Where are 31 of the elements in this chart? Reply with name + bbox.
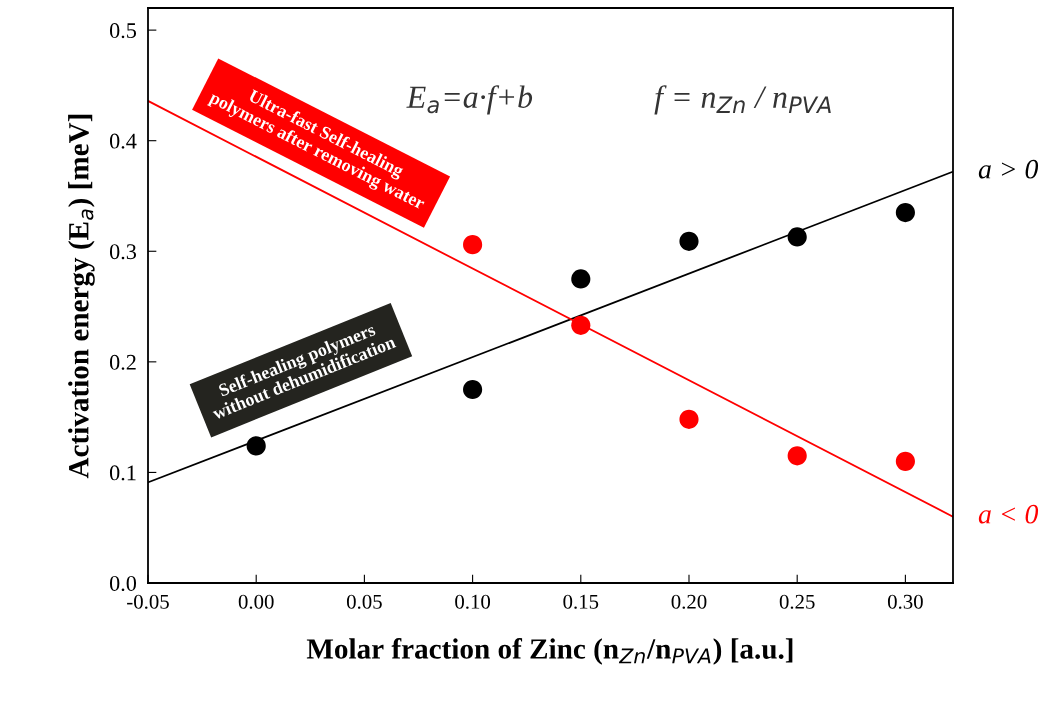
point (463, 379, 483, 400)
x-tick-label: 0.25 (779, 594, 815, 609)
point (679, 231, 699, 251)
annotation: f = n$_{Zn}$ / n$_{PVA}$ (654, 85, 831, 115)
point (787, 446, 807, 466)
y-tick-label: 0.1 (109, 465, 136, 481)
x-tick-label: 0.00 (238, 594, 274, 609)
x-tick-label: -0.05 (127, 594, 169, 609)
point (679, 409, 699, 429)
x-tick-label: 0.15 (563, 594, 599, 609)
series-label: a > 0 (978, 159, 1039, 179)
point (895, 451, 915, 471)
x-axis-title: Molar fraction of Zinc (n$_{Zn}$/n$_{PVA}$) [a.u.] (306, 638, 793, 665)
point (571, 269, 591, 289)
y-tick-label: 0.4 (109, 133, 137, 149)
point (571, 315, 591, 335)
series-label: a < 0 (978, 504, 1039, 524)
point (895, 202, 915, 223)
x-tick-label: 0.05 (346, 594, 382, 609)
y-tick-label: 0.2 (109, 354, 136, 370)
point (246, 436, 266, 456)
y-axis-title: Activation energy (E$_{a}$) [meV] (68, 114, 95, 479)
y-tick-label: 0.0 (109, 575, 137, 592)
point (463, 235, 483, 255)
x-tick-label: 0.30 (887, 594, 923, 609)
y-tick-label: 0.3 (109, 244, 137, 260)
annotation: E$_{a}$=a·f+b (406, 85, 533, 115)
x-tick-label: 0.20 (671, 594, 707, 609)
point (787, 227, 807, 247)
y-tick-label: 0.5 (109, 23, 137, 39)
x-tick-label: 0.10 (455, 594, 491, 609)
